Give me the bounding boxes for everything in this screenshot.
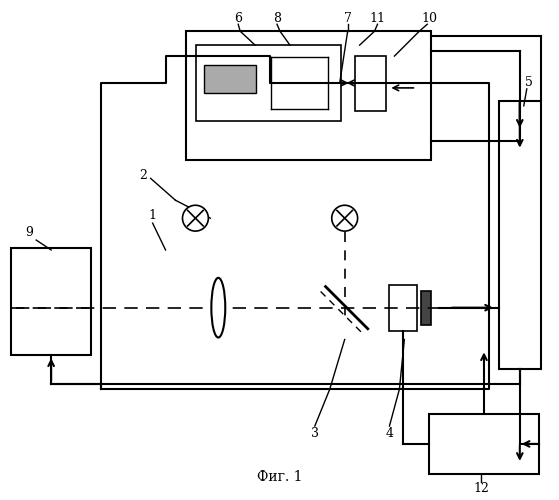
Text: 5: 5	[525, 76, 533, 90]
Bar	[11, 248, 91, 356]
Bar	[499, 101, 541, 369]
Text: 2: 2	[139, 169, 146, 182]
Bar	[390, 285, 418, 331]
Bar	[187, 31, 431, 160]
Text: 4: 4	[386, 428, 394, 440]
Bar	[354, 56, 386, 111]
Bar	[196, 45, 340, 120]
Text: 8: 8	[273, 12, 281, 25]
Text: 9: 9	[25, 226, 33, 238]
Text: 10: 10	[421, 12, 437, 25]
Text: 3: 3	[311, 428, 319, 440]
Text: Фиг. 1: Фиг. 1	[257, 470, 303, 484]
Text: 6: 6	[234, 12, 242, 25]
Bar	[421, 291, 431, 324]
Text: 7: 7	[344, 12, 352, 25]
Text: 11: 11	[369, 12, 386, 25]
Circle shape	[331, 205, 358, 231]
Text: 1: 1	[149, 208, 157, 222]
Ellipse shape	[211, 278, 225, 338]
Circle shape	[182, 205, 209, 231]
Bar	[205, 65, 256, 93]
Text: 12: 12	[473, 482, 489, 495]
Bar	[429, 414, 539, 474]
